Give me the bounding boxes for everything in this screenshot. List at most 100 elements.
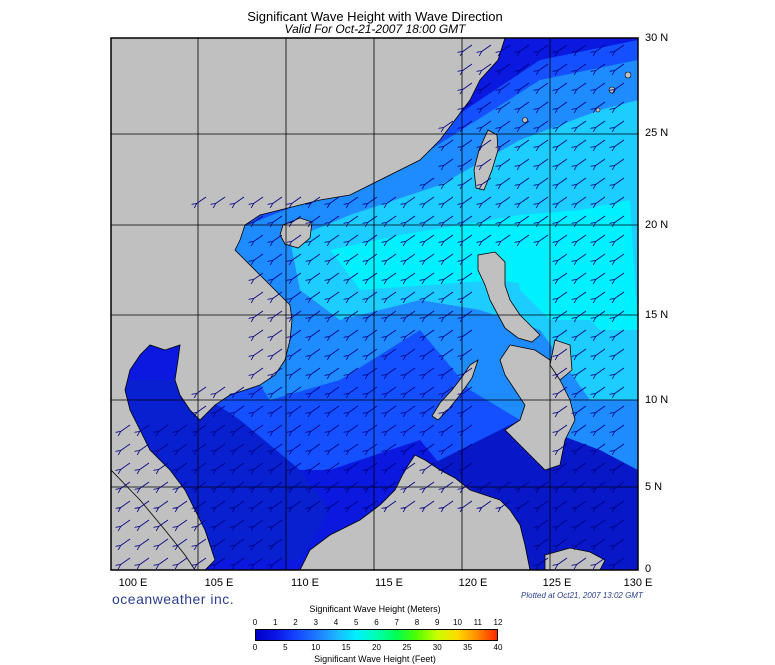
wave-arrow [348,272,359,280]
colorbar-tick: 0 [252,643,258,652]
wave-arrow [291,253,302,261]
wave-arrow [177,424,188,432]
wave-arrow [576,348,587,356]
wave-arrow [386,329,397,337]
wave-arrow [519,63,530,71]
wave-arrow [557,310,568,318]
wave-arrow [443,234,454,242]
wave-arrow [272,215,283,223]
wave-arrow [595,329,606,337]
wave-arrow [329,291,340,299]
wave-arrow [538,44,549,52]
wave-arrow [367,272,378,280]
wave-arrow [614,519,625,527]
colorbar-tick: 20 [372,643,381,652]
wave-arrow [253,538,264,546]
wave-arrow [595,405,606,413]
wave-arrow [576,500,587,508]
colorbar-tick: 35 [463,643,473,652]
wave-arrow [120,443,131,451]
wave-arrow [405,215,416,223]
wave-arrow [595,481,606,489]
wave-arrow [576,405,587,413]
wave-arrow [386,424,397,432]
wave-arrow [557,139,568,147]
wave-arrow [538,120,549,128]
wave-arrow [500,139,511,147]
wave-arrow [481,234,492,242]
wave-arrow [519,139,530,147]
wave-arrow [272,386,283,394]
wave-arrow [386,443,397,451]
wave-arrow [443,329,454,337]
wave-arrow [557,82,568,90]
wave-arrow [538,63,549,71]
wave-arrow [291,291,302,299]
wave-arrow [310,253,321,261]
wave-arrow [272,234,283,242]
wave-arrow [177,519,188,527]
wave-arrow [291,329,302,337]
wave-arrow [614,500,625,508]
wave-arrow [576,310,587,318]
land-sumatra [111,469,196,570]
wave-arrow [120,557,131,565]
lat-label: 20 N [645,219,669,231]
wave-arrow [139,424,150,432]
wave-arrow [272,519,283,527]
wave-arrow [538,538,549,546]
wave-arrow [576,253,587,261]
land-samar [549,339,573,381]
wave-arrow [462,234,473,242]
wave-arrow [253,348,264,356]
wave-arrow [595,253,606,261]
wave-arrow [310,443,321,451]
wave-arrow [253,557,264,565]
wave-arrow [329,481,340,489]
wave-arrow [253,215,264,223]
wave-arrow [253,443,264,451]
wave-arrow [576,291,587,299]
wave-arrow [424,443,435,451]
wave-arrow [234,196,245,204]
wave-arrow [481,196,492,204]
wave-arrow [234,462,245,470]
colorbar-tick: 10 [311,643,321,652]
wave-arrow [462,215,473,223]
wave-arrow [576,44,587,52]
wave-arrow [614,177,625,185]
lat-label: 15 N [645,309,669,321]
wave-arrow [215,196,226,204]
wave-arrow [595,215,606,223]
wave-arrow [158,519,169,527]
colorbar-tick: 3 [313,618,318,627]
wave-arrow [614,424,625,432]
wave-arrow [405,424,416,432]
wave-arrow [557,196,568,204]
wave-arrow [386,348,397,356]
wave-arrow [443,139,454,147]
wave-arrow [367,215,378,223]
wave-arrow [196,481,207,489]
wave-arrow [139,500,150,508]
wave-arrow [310,215,321,223]
wave-arrow [234,538,245,546]
wave-arrow [120,424,131,432]
wave-arrow [595,443,606,451]
wave-arrow [424,500,435,508]
lon-label: 125 E [542,577,572,589]
wave-arrow [139,519,150,527]
wave-arrow [576,481,587,489]
wave-arrow [557,462,568,470]
wave-arrow [595,234,606,242]
land-palawan [431,359,479,421]
wave-arrow [443,291,454,299]
wave-arrow [462,120,473,128]
wave-arrow [139,557,150,565]
wave-arrow [557,234,568,242]
wave-arrow [158,481,169,489]
wave-arrow [443,462,454,470]
wave-arrow [329,405,340,413]
wave-arrow [177,443,188,451]
wave-arrow [386,234,397,242]
